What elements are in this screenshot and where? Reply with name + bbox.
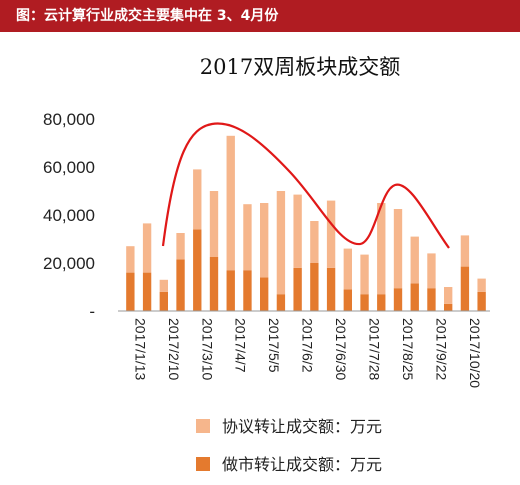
bar-segment-market-making bbox=[477, 291, 486, 311]
x-tick-label: 2017/9/22 bbox=[433, 318, 449, 380]
chart-title: 2017双周板块成交额 bbox=[200, 55, 400, 79]
y-tick-label: 60,000 bbox=[43, 158, 95, 177]
stacked-bar-chart: 2017双周板块成交额 80,000 60,000 40,000 20,000 - 20… bbox=[43, 55, 490, 474]
x-tick-label: 2017/3/10 bbox=[199, 318, 215, 380]
bars bbox=[126, 135, 486, 311]
bar-segment-agreement bbox=[126, 246, 135, 273]
bar-segment-agreement bbox=[427, 253, 436, 289]
bar-segment-agreement bbox=[444, 287, 453, 304]
bar-segment-market-making bbox=[276, 294, 286, 311]
bar-segment-agreement bbox=[360, 254, 369, 295]
bar-segment-agreement bbox=[293, 194, 302, 268]
bar-segment-market-making bbox=[176, 259, 185, 311]
figure-caption-banner: 图：云计算行业成交主要集中在 3、4月份 bbox=[0, 0, 520, 32]
bar-segment-market-making bbox=[360, 294, 369, 311]
bar-segment-agreement bbox=[410, 236, 419, 284]
bar-segment-market-making bbox=[209, 257, 219, 311]
bar-segment-agreement bbox=[477, 278, 486, 292]
bar-segment-market-making bbox=[393, 288, 403, 311]
x-tick-label: 2017/4/7 bbox=[233, 318, 249, 373]
bar-segment-market-making bbox=[243, 270, 252, 311]
y-tick-label: 20,000 bbox=[43, 254, 95, 273]
bar-segment-market-making bbox=[226, 270, 235, 311]
bar-segment-market-making bbox=[159, 291, 168, 311]
bar-segment-market-making bbox=[310, 263, 319, 311]
legend-swatch bbox=[196, 457, 210, 471]
bar-segment-agreement bbox=[460, 235, 470, 267]
bar-segment-market-making bbox=[410, 283, 419, 311]
bar-segment-agreement bbox=[393, 209, 403, 289]
bar-segment-agreement bbox=[159, 279, 168, 292]
bar-segment-agreement bbox=[176, 233, 185, 260]
bar-segment-market-making bbox=[193, 229, 202, 311]
bar-segment-agreement bbox=[226, 135, 235, 271]
y-tick-label: 40,000 bbox=[43, 206, 95, 225]
bar-segment-market-making bbox=[343, 289, 352, 311]
bar-segment-agreement bbox=[209, 191, 219, 257]
bar-segment-market-making bbox=[377, 294, 386, 311]
legend-label: 协议转让成交额：万元 bbox=[222, 417, 382, 436]
x-tick-label: 2017/6/30 bbox=[333, 318, 349, 380]
bar-segment-agreement bbox=[377, 203, 386, 295]
x-tick-label: 2017/8/25 bbox=[400, 318, 416, 380]
bar-segment-agreement bbox=[193, 169, 202, 230]
x-tick-label: 2017/2/10 bbox=[166, 318, 182, 380]
bar-segment-agreement bbox=[276, 191, 286, 295]
bar-segment-market-making bbox=[326, 267, 336, 311]
bar-segment-agreement bbox=[142, 223, 152, 273]
bar-segment-market-making bbox=[260, 277, 269, 311]
bar-segment-market-making bbox=[460, 266, 470, 311]
y-tick-label: - bbox=[89, 302, 95, 321]
bar-segment-market-making bbox=[444, 303, 453, 311]
bar-segment-market-making bbox=[126, 272, 135, 311]
bar-segment-market-making bbox=[142, 272, 152, 311]
x-axis-labels: 2017/1/13 2017/2/10 2017/3/10 2017/4/7 2017/… bbox=[132, 318, 483, 388]
trend-curve-annotation bbox=[161, 122, 450, 249]
legend-swatch bbox=[196, 419, 210, 433]
x-tick-label: 2017/6/2 bbox=[300, 318, 316, 373]
bar-segment-market-making bbox=[427, 288, 436, 311]
bar-segment-agreement bbox=[310, 221, 319, 263]
y-axis-labels: 80,000 60,000 40,000 20,000 - bbox=[43, 110, 95, 321]
bar-segment-agreement bbox=[260, 203, 269, 278]
x-tick-label: 2017/7/28 bbox=[367, 318, 383, 380]
x-tick-label: 2017/5/5 bbox=[266, 318, 282, 373]
legend-label: 做市转让成交额：万元 bbox=[222, 455, 382, 474]
x-tick-label: 2017/1/13 bbox=[132, 318, 148, 380]
bar-segment-agreement bbox=[326, 200, 336, 268]
bar-segment-market-making bbox=[293, 267, 302, 311]
y-tick-label: 80,000 bbox=[43, 110, 95, 129]
bar-segment-agreement bbox=[343, 248, 352, 290]
bar-segment-agreement bbox=[243, 204, 252, 271]
x-tick-label: 2017/10/20 bbox=[467, 318, 483, 388]
